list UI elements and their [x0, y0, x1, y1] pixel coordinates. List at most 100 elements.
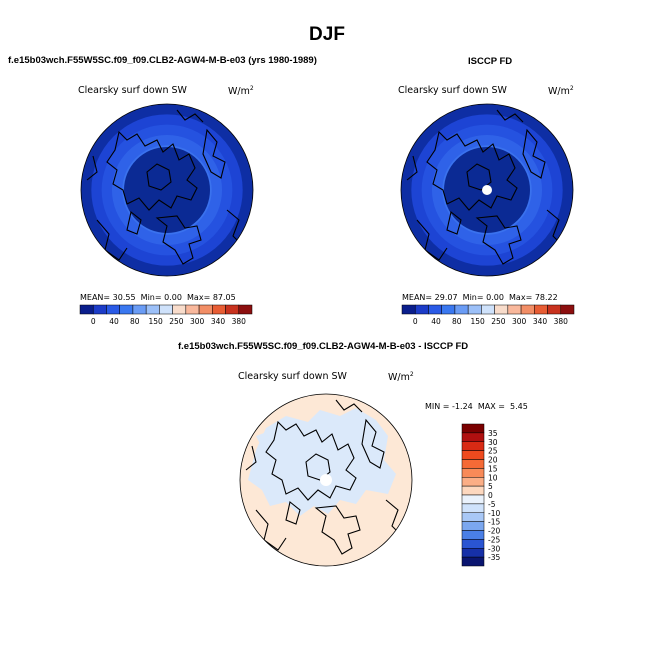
map-border [400, 103, 574, 277]
colorbar-box [212, 304, 226, 315]
colorbar-tick-label: 5 [488, 482, 493, 491]
left-units-label: W/m2 [228, 85, 254, 98]
colorbar-box [461, 521, 485, 531]
map-border [80, 103, 254, 277]
colorbar-tick-label: -20 [488, 527, 500, 536]
colorbar-tick-label: -10 [488, 509, 500, 518]
colorbar-tick-label: 15 [488, 464, 498, 473]
left-panel-header: f.e15b03wch.F55W5SC.f09_f09.CLB2-AGW4-M-… [8, 55, 317, 66]
pole-hole [482, 185, 492, 195]
coastline [496, 109, 524, 123]
colorbar-box [238, 304, 253, 315]
left-max-label: Max= [187, 293, 211, 302]
coastline [202, 128, 226, 179]
coastline [426, 130, 518, 211]
diff-stats: MIN = -1.24 MAX = 5.45 [425, 402, 528, 411]
colorbar-tick-label: 40 [431, 317, 441, 326]
left-stats: MEAN= 30.55 Min= 0.00 Max= 87.05 [80, 293, 236, 302]
colorbar-tick-label: 10 [488, 473, 498, 482]
colorbar-box [547, 304, 562, 315]
diff-variable-label: Clearsky surf down SW [238, 371, 347, 382]
coastline [176, 109, 204, 123]
colorbar-box [481, 304, 495, 315]
colorbar-tick-label: 0 [413, 317, 418, 326]
colorbar-box [461, 494, 485, 505]
colorbar-tick-label: 250 [169, 317, 184, 326]
colorbar-box [225, 304, 240, 315]
right-mean-label: MEAN= [402, 293, 433, 302]
colorbar-box [507, 304, 522, 315]
coastline [155, 215, 202, 265]
right-min-label: Min= [462, 293, 484, 302]
colorbar-box [461, 503, 485, 513]
coastline [265, 420, 357, 501]
colorbar-box [454, 304, 469, 315]
colorbar-box [461, 459, 485, 469]
colorbar-box [119, 304, 134, 315]
right-max-label: Max= [509, 293, 533, 302]
coastline [446, 211, 462, 235]
coastline [86, 155, 98, 181]
coastline [106, 130, 198, 211]
left-variable-label: Clearsky surf down SW [78, 85, 187, 96]
colorbar-box [461, 423, 485, 434]
left-mean-label: MEAN= [80, 293, 111, 302]
colorbar-box [198, 304, 213, 315]
pole-hole [320, 474, 332, 486]
colorbar-box [401, 304, 416, 315]
diff-min-label: MIN = [425, 402, 450, 411]
coastline [466, 163, 492, 191]
colorbar-box [185, 304, 200, 315]
colorbar-box [494, 304, 509, 315]
colorbar-tick-label: -5 [488, 500, 496, 509]
colorbar-box [520, 304, 535, 315]
colorbar-tick-label: 300 [512, 317, 527, 326]
diff-max-label: MAX = [477, 402, 505, 411]
diff-max-value: 5.45 [510, 402, 528, 411]
left-min-label: Min= [140, 293, 162, 302]
colorbar-box [441, 304, 456, 315]
coastline [126, 211, 142, 235]
colorbar-tick-label: 380 [232, 317, 247, 326]
colorbar-box [132, 304, 147, 315]
colorbar-box [106, 304, 120, 315]
right-mean-value: 29.07 [434, 293, 458, 302]
right-variable-label: Clearsky surf down SW [398, 85, 507, 96]
right-panel-header: ISCCP FD [468, 56, 513, 67]
diff-polar-map [239, 393, 413, 567]
coastline [475, 215, 522, 265]
colorbar-box [92, 304, 107, 315]
coastline [146, 163, 172, 191]
page-title: DJF [309, 24, 345, 45]
colorbar-tick-label: 150 [470, 317, 485, 326]
colorbar-tick-label: 20 [488, 456, 498, 465]
coastline [314, 505, 361, 555]
colorbar-tick-label: 0 [91, 317, 96, 326]
colorbar-tick-label: 300 [190, 317, 205, 326]
colorbar-box [428, 304, 442, 315]
coastline [522, 128, 546, 179]
contour-core [124, 147, 210, 233]
colorbar-tick-label: 80 [452, 317, 462, 326]
colorbar-box [461, 468, 485, 478]
colorbar-tick-label: -25 [488, 535, 500, 544]
colorbar-tick-label: 40 [109, 317, 119, 326]
colorbar-tick-label: -15 [488, 518, 500, 527]
right-colorbar: 0 40 80 150 250 300 340 380 [401, 304, 575, 326]
colorbar-box [172, 304, 187, 315]
left-max-value: 87.05 [212, 293, 236, 302]
coastline [285, 501, 301, 525]
colorbar-box [467, 304, 482, 315]
colorbar-box [461, 556, 485, 567]
map-border [239, 393, 413, 567]
colorbar-tick-label: -30 [488, 544, 500, 553]
right-max-value: 78.22 [534, 293, 558, 302]
colorbar-tick-label: 250 [491, 317, 506, 326]
colorbar-tick-label: 150 [148, 317, 163, 326]
left-polar-map [80, 103, 254, 277]
left-min-value: 0.00 [164, 293, 182, 302]
colorbar-tick-label: 35 [488, 429, 498, 438]
colorbar-box [145, 304, 160, 315]
